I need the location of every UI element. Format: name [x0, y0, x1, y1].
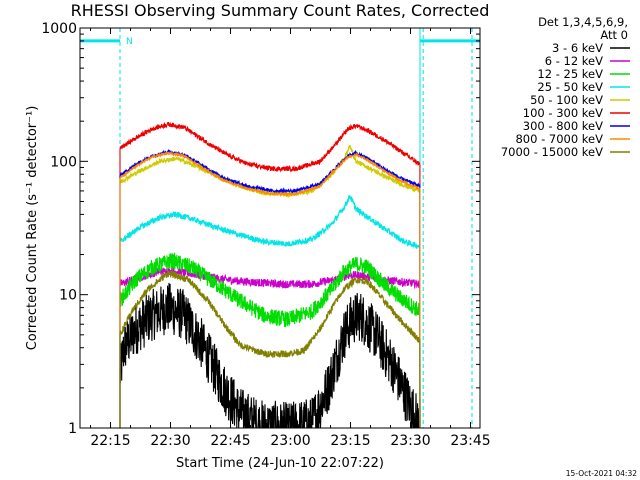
x-tick-label: 23:45 [450, 433, 490, 449]
y-tick-label: 10 [59, 288, 77, 304]
y-tick-label: 1 [68, 421, 77, 437]
legend-label-2: 6 - 12 keV [545, 54, 603, 68]
axis-ticks: 22:15 22:30 22:45 23:00 23:15 23:30 23:45 1 10 10… [41, 21, 490, 449]
legend-label-7: 300 - 800 keV [523, 119, 603, 133]
legend-header-line-1: Det 1,3,4,5,6,9, [538, 15, 628, 29]
x-tick-label: 23:00 [270, 433, 310, 449]
legend-label-5: 50 - 100 keV [530, 93, 603, 107]
night-marker-label: N [126, 37, 133, 47]
timestamp-label: 15-Oct-2021 04:32 [566, 469, 637, 478]
series-line-6 [119, 121, 421, 429]
legend-label-1: 3 - 6 keV [552, 41, 603, 55]
y-tick-label: 100 [50, 154, 77, 170]
legend-label-3: 12 - 25 keV [537, 67, 603, 81]
legend-label-9: 7000 - 15000 keV [501, 145, 603, 159]
x-tick-label: 22:45 [210, 433, 250, 449]
legend-label-4: 25 - 50 keV [537, 80, 603, 94]
legend-header-line-2: Att 0 [600, 28, 628, 42]
x-tick-label: 22:15 [90, 433, 130, 449]
series-line-4 [119, 194, 421, 429]
chart-series [119, 121, 421, 429]
x-axis-label: Start Time (24-Jun-10 22:07:22) [176, 456, 384, 471]
chart-title: RHESSI Observing Summary Count Rates, Co… [71, 1, 490, 20]
y-tick-label: 1000 [41, 21, 77, 37]
series-line-8 [119, 150, 421, 429]
y-axis-label: Corrected Count Rate (s⁻¹ detector⁻¹) [25, 106, 40, 351]
x-tick-label: 23:30 [390, 433, 430, 449]
legend-label-6: 100 - 300 keV [523, 106, 603, 120]
legend-label-8: 800 - 7000 keV [515, 132, 603, 146]
x-tick-label: 22:30 [150, 433, 190, 449]
series-line-9 [119, 270, 421, 429]
plot-frame [79, 27, 481, 429]
x-tick-label: 23:15 [330, 433, 370, 449]
series-line-1 [119, 282, 420, 429]
series-line-3 [119, 252, 421, 429]
